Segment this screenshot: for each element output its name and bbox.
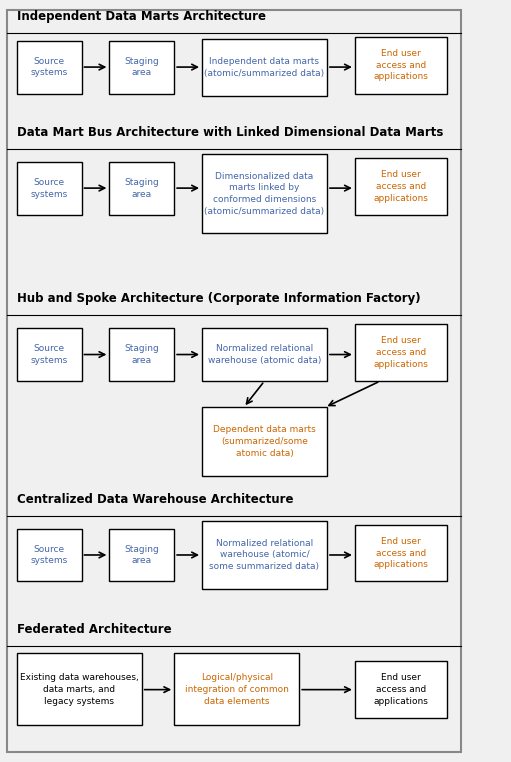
- Text: Source
systems: Source systems: [31, 545, 68, 565]
- FancyBboxPatch shape: [202, 521, 327, 589]
- FancyBboxPatch shape: [109, 40, 174, 94]
- Text: Independent Data Marts Architecture: Independent Data Marts Architecture: [17, 10, 266, 23]
- Text: Federated Architecture: Federated Architecture: [17, 623, 171, 636]
- FancyBboxPatch shape: [355, 325, 448, 381]
- Text: Staging
area: Staging area: [124, 56, 159, 78]
- FancyBboxPatch shape: [202, 154, 327, 233]
- Text: Independent data marts
(atomic/summarized data): Independent data marts (atomic/summarize…: [204, 57, 324, 78]
- FancyBboxPatch shape: [109, 529, 174, 581]
- FancyBboxPatch shape: [355, 37, 448, 94]
- FancyBboxPatch shape: [17, 529, 82, 581]
- Text: Source
systems: Source systems: [31, 56, 68, 78]
- Text: Staging
area: Staging area: [124, 178, 159, 199]
- Text: Source
systems: Source systems: [31, 178, 68, 199]
- Text: Staging
area: Staging area: [124, 545, 159, 565]
- FancyBboxPatch shape: [17, 162, 82, 215]
- FancyBboxPatch shape: [202, 39, 327, 96]
- FancyBboxPatch shape: [17, 328, 82, 381]
- FancyBboxPatch shape: [202, 408, 327, 475]
- Text: End user
access and
applications: End user access and applications: [374, 170, 429, 203]
- Text: Normalized relational
warehouse (atomic/
some summarized data): Normalized relational warehouse (atomic/…: [210, 539, 319, 572]
- Text: Dimensionalized data
marts linked by
conformed dimensions
(atomic/summarized dat: Dimensionalized data marts linked by con…: [204, 171, 324, 216]
- Text: Staging
area: Staging area: [124, 344, 159, 365]
- Text: End user
access and
applications: End user access and applications: [374, 536, 429, 569]
- Text: Hub and Spoke Architecture (Corporate Information Factory): Hub and Spoke Architecture (Corporate In…: [17, 293, 421, 306]
- Text: Source
systems: Source systems: [31, 344, 68, 365]
- Text: End user
access and
applications: End user access and applications: [374, 49, 429, 82]
- FancyBboxPatch shape: [109, 162, 174, 215]
- Text: Data Mart Bus Architecture with Linked Dimensional Data Marts: Data Mart Bus Architecture with Linked D…: [17, 126, 443, 139]
- FancyBboxPatch shape: [17, 653, 142, 725]
- Text: End user
access and
applications: End user access and applications: [374, 336, 429, 369]
- FancyBboxPatch shape: [109, 328, 174, 381]
- Text: Centralized Data Warehouse Architecture: Centralized Data Warehouse Architecture: [17, 493, 293, 506]
- FancyBboxPatch shape: [202, 328, 327, 381]
- FancyBboxPatch shape: [355, 661, 448, 718]
- FancyBboxPatch shape: [174, 653, 299, 725]
- Text: Logical/physical
integration of common
data elements: Logical/physical integration of common d…: [185, 673, 289, 706]
- FancyBboxPatch shape: [355, 525, 448, 581]
- Text: End user
access and
applications: End user access and applications: [374, 673, 429, 706]
- Text: Existing data warehouses,
data marts, and
legacy systems: Existing data warehouses, data marts, an…: [20, 673, 138, 706]
- Text: Dependent data marts
(summarized/some
atomic data): Dependent data marts (summarized/some at…: [213, 425, 316, 458]
- Text: Normalized relational
warehouse (atomic data): Normalized relational warehouse (atomic …: [208, 344, 321, 365]
- FancyBboxPatch shape: [17, 40, 82, 94]
- FancyBboxPatch shape: [355, 158, 448, 215]
